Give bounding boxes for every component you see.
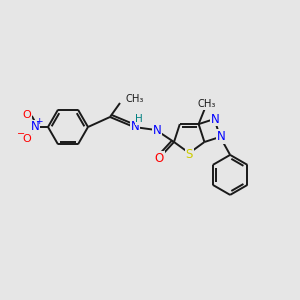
- Text: N: N: [31, 121, 39, 134]
- Text: CH₃: CH₃: [197, 99, 216, 109]
- Text: CH₃: CH₃: [125, 94, 143, 104]
- Text: S: S: [185, 148, 193, 160]
- Text: −: −: [17, 129, 25, 139]
- Text: +: +: [35, 118, 43, 127]
- Text: H: H: [135, 114, 143, 124]
- Text: O: O: [22, 110, 32, 120]
- Text: N: N: [211, 112, 220, 125]
- Text: N: N: [217, 130, 226, 143]
- Text: O: O: [22, 134, 32, 144]
- Text: O: O: [154, 152, 164, 164]
- Text: N: N: [153, 124, 161, 136]
- Text: N: N: [130, 121, 140, 134]
